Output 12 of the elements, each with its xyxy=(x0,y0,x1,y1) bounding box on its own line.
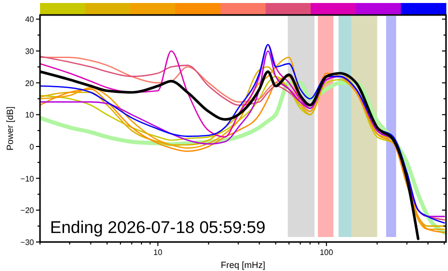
y-tick-label: −20 xyxy=(20,206,35,216)
y-tick-label: 40 xyxy=(25,15,35,24)
y-tick-label: 20 xyxy=(25,78,35,88)
x-axis-title: Freq [mHz] xyxy=(220,260,266,270)
y-tick-label: −10 xyxy=(20,174,35,184)
y-tick-label: 30 xyxy=(25,46,35,56)
y-tick-label: 0 xyxy=(30,142,35,152)
y-axis-title: Power [dB] xyxy=(5,106,15,151)
x-tick-label: 100 xyxy=(320,248,334,257)
y-tick-label: −30 xyxy=(20,238,35,247)
y-tick-label: 10 xyxy=(25,110,35,120)
annotation: Ending 2026-07-18 05:59:59 xyxy=(50,218,266,237)
